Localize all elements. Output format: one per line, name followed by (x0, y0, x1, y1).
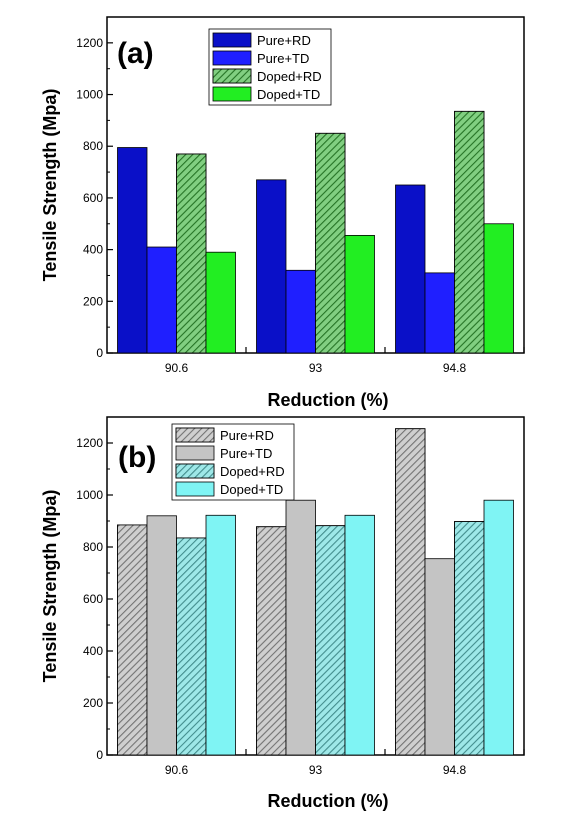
y-tick-label: 400 (83, 243, 103, 257)
legend-swatch-hatch (212, 68, 252, 84)
y-tick-label: 0 (96, 346, 103, 360)
x-tick-label: 90.6 (165, 763, 189, 777)
legend-a: Pure+RD Pure+TD Doped+RD Doped+TD (208, 28, 332, 106)
y-tick-label: 0 (96, 748, 103, 762)
legend-label: Pure+TD (257, 51, 309, 66)
legend-label: Doped+RD (220, 464, 285, 479)
y-axis-title-b: Tensile Strength (Mpa) (40, 490, 60, 683)
y-tick-label: 800 (83, 139, 103, 153)
x-tick-label: 93 (309, 361, 323, 375)
x-tick-label: 90.6 (165, 361, 189, 375)
bar-hatch (454, 521, 485, 756)
legend-swatch-hatch (175, 427, 215, 443)
bar-hatch (454, 110, 485, 354)
bars-a (117, 110, 514, 354)
legend-label: Doped+RD (257, 69, 322, 84)
x-axis-a: 90.6 93 94.8 (165, 347, 525, 375)
bar-pure-rd-90.6 (117, 147, 148, 354)
chart-panel-b: (b) Tensile Strength (Mpa) Reduction (%)… (40, 416, 525, 811)
legend-label: Pure+RD (257, 33, 311, 48)
chart-panel-a: (a) Tensile Strength (Mpa) Reduction (%)… (40, 16, 525, 410)
x-axis-title-a: Reduction (%) (268, 390, 389, 410)
bar-doped-td-90.6 (205, 251, 236, 354)
bar-doped-td-90.6 (205, 514, 236, 756)
legend-swatch (212, 32, 252, 48)
bar-pure-td-90.6 (146, 515, 177, 756)
x-axis-title-b: Reduction (%) (268, 791, 389, 811)
bars-b (117, 428, 514, 756)
panel-label-b: (b) (118, 441, 156, 474)
x-tick-label: 94.8 (443, 763, 467, 777)
y-tick-label: 200 (83, 696, 103, 710)
y-tick-label: 200 (83, 294, 103, 308)
y-tick-label: 600 (83, 191, 103, 205)
bar-hatch (395, 428, 426, 756)
y-axis-b: 0 200 400 600 800 1000 1200 (76, 436, 113, 762)
y-tick-label: 1000 (76, 488, 103, 502)
legend-b: Pure+RD Pure+TD Doped+RD Doped+TD (171, 423, 295, 501)
x-tick-label: 93 (309, 763, 323, 777)
bar-pure-td-93 (285, 499, 316, 756)
legend-label: Pure+TD (220, 446, 272, 461)
bar-pure-td-90.6 (146, 246, 177, 354)
bar-hatch (176, 153, 207, 354)
y-tick-label: 1200 (76, 436, 103, 450)
y-tick-label: 400 (83, 644, 103, 658)
y-axis-a: 0 200 400 600 800 1000 1200 (76, 36, 113, 360)
legend-label: Pure+RD (220, 428, 274, 443)
bar-doped-td-93 (344, 514, 375, 756)
bar-doped-td-94.8 (483, 499, 514, 756)
bar-hatch (117, 524, 148, 756)
bar-pure-td-94.8 (424, 558, 455, 756)
bar-hatch (256, 526, 287, 756)
y-tick-label: 800 (83, 540, 103, 554)
bar-doped-td-93 (344, 234, 375, 354)
bar-pure-td-93 (285, 269, 316, 354)
y-axis-title-a: Tensile Strength (Mpa) (40, 89, 60, 282)
y-tick-label: 1200 (76, 36, 103, 50)
bar-hatch (315, 525, 346, 756)
x-tick-label: 94.8 (443, 361, 467, 375)
x-axis-b: 90.6 93 94.8 (165, 749, 525, 777)
legend-label: Doped+TD (220, 482, 283, 497)
legend-label: Doped+TD (257, 87, 320, 102)
legend-swatch-hatch (175, 463, 215, 479)
legend-swatch (175, 481, 215, 497)
legend-swatch (212, 50, 252, 66)
bar-pure-rd-93 (256, 179, 287, 354)
bar-hatch (176, 537, 207, 756)
legend-swatch (175, 445, 215, 461)
panel-label-a: (a) (117, 37, 154, 70)
bar-doped-td-94.8 (483, 223, 514, 354)
y-tick-label: 1000 (76, 88, 103, 102)
bar-hatch (315, 132, 346, 354)
legend-swatch (212, 86, 252, 102)
y-tick-label: 600 (83, 592, 103, 606)
bar-pure-rd-94.8 (395, 184, 426, 354)
bar-pure-td-94.8 (424, 272, 455, 354)
